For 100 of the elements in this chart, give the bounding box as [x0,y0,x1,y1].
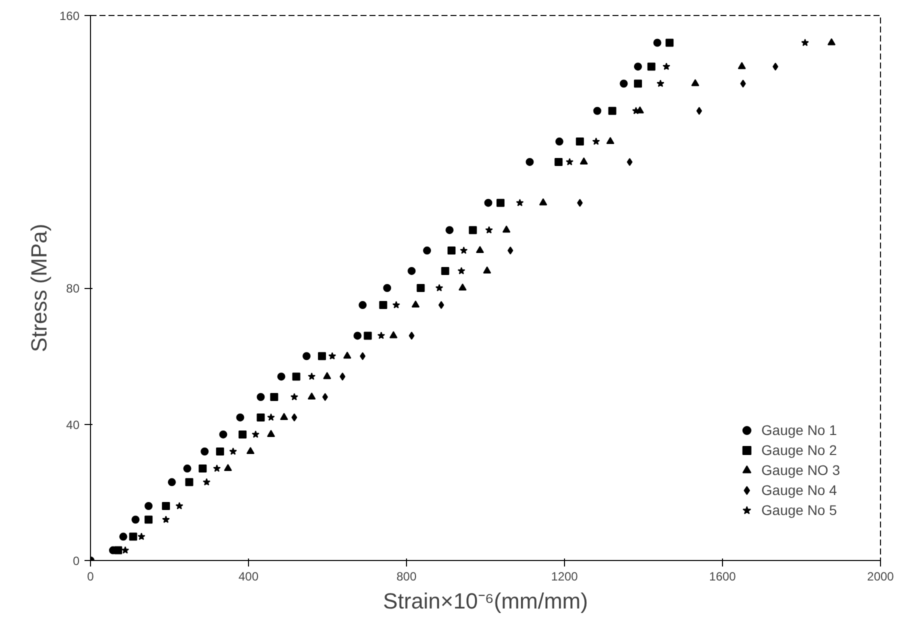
point [119,532,128,541]
point [634,80,642,88]
point [555,138,564,146]
point [526,158,534,166]
point [577,198,583,207]
point [236,413,244,422]
point [408,266,416,275]
point [246,446,254,454]
point [340,372,346,381]
point [219,430,228,438]
point [343,352,352,359]
point [256,393,265,401]
point [484,198,492,207]
point [458,283,467,291]
point [216,448,224,456]
point [485,226,493,234]
point [408,332,414,340]
point [383,284,392,292]
point [554,158,563,166]
point [121,546,130,554]
point [446,226,454,234]
point [291,413,298,422]
point [458,266,466,274]
point [653,38,662,47]
point [318,352,326,360]
point [302,352,311,360]
point [389,331,398,338]
point [634,62,642,71]
y-tick-label: 160 [59,9,80,23]
point [252,430,260,438]
point [377,332,386,340]
y-tick-label: 80 [66,282,80,296]
point [277,372,286,381]
y-tick-label: 40 [66,418,80,432]
legend-label: Gauge No 5 [761,502,837,518]
point [229,448,237,455]
point [448,246,456,255]
x-tick-label: 2000 [867,570,894,584]
x-tick-label: 1600 [709,570,736,584]
point [740,80,746,88]
point [129,532,138,541]
point [423,246,432,255]
point [441,266,450,275]
point [592,138,600,145]
point [647,62,656,71]
point [435,284,444,292]
point [539,198,548,206]
point [290,393,298,400]
point [323,372,332,380]
point [202,478,210,486]
point [292,372,300,381]
point [308,372,316,380]
x-tick-label: 400 [238,570,259,584]
point [580,157,588,164]
point [801,38,809,46]
point [280,412,288,420]
point [460,246,468,254]
point [144,516,153,524]
x-tick-label: 800 [396,570,417,584]
x-tick-label: 1200 [551,570,578,584]
point [256,413,265,422]
point [476,246,484,254]
point [626,158,633,166]
legend-label: Gauge No 1 [761,422,837,438]
legend-label: Gauge NO 3 [761,462,840,478]
point [162,502,170,510]
point [267,430,276,437]
point [114,546,122,554]
point [183,464,192,473]
point [516,198,524,206]
x-tick-label: 0 [87,570,94,584]
point [198,464,207,473]
point [308,392,316,400]
point [168,478,176,486]
point [483,266,492,274]
point [608,106,616,115]
point [213,464,221,472]
point [696,106,702,115]
point [606,136,614,144]
point [691,79,700,86]
x-axis-title: Strain×10⁻⁶(mm/mm) [383,588,588,614]
point [438,301,444,310]
point [416,284,425,292]
point [360,352,366,360]
point [772,62,778,71]
point [508,246,514,255]
point [392,301,400,308]
point [176,502,184,510]
point [328,352,336,360]
point [364,332,372,340]
point [267,413,275,421]
y-tick-label: 0 [72,554,80,568]
point [144,502,153,510]
point [162,516,170,523]
point [238,430,247,438]
point [322,393,328,401]
point [468,226,477,234]
point [185,478,194,486]
point [566,158,574,166]
point [662,62,670,70]
